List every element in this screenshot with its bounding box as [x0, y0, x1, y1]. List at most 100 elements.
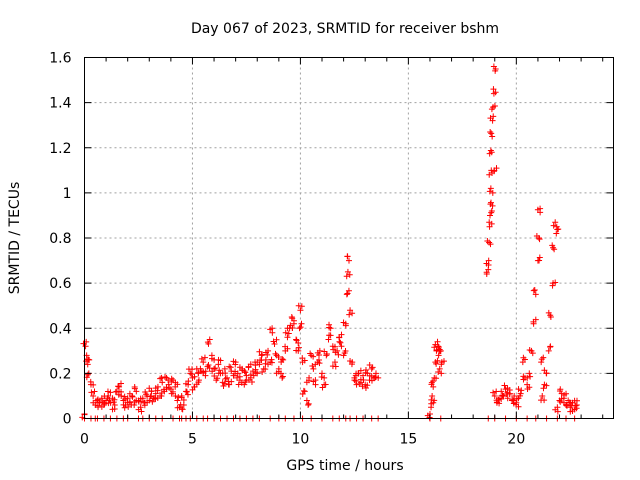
axis-ticks — [84, 57, 614, 419]
data-point — [95, 402, 102, 409]
grid — [84, 57, 614, 419]
data-point — [314, 349, 321, 356]
data-point — [487, 241, 494, 248]
y-tick-label: 0.2 — [49, 366, 71, 382]
data-point — [498, 388, 505, 395]
data-point — [536, 236, 543, 243]
data-point — [232, 361, 239, 368]
data-point — [552, 279, 559, 286]
data-point — [550, 244, 557, 251]
data-point — [518, 387, 525, 394]
data-point — [571, 397, 578, 404]
data-point — [125, 403, 132, 410]
data-point — [279, 373, 286, 380]
data-point — [533, 232, 540, 239]
data-point — [545, 309, 552, 316]
data-point — [433, 360, 440, 367]
data-point — [543, 370, 550, 377]
data-point — [538, 356, 545, 363]
data-point — [553, 230, 560, 237]
data-point — [331, 343, 338, 350]
data-point — [258, 352, 265, 359]
data-point — [489, 133, 496, 140]
data-point — [332, 349, 339, 356]
data-point — [312, 377, 319, 384]
data-point — [486, 219, 493, 226]
data-point — [157, 375, 164, 382]
data-point — [435, 369, 442, 376]
data-point — [343, 273, 350, 280]
data-point — [526, 347, 533, 354]
data-point — [342, 322, 349, 329]
data-point — [515, 386, 522, 393]
data-point — [225, 381, 232, 388]
data-point — [115, 383, 122, 390]
data-point — [159, 379, 166, 386]
data-point — [138, 398, 145, 405]
data-point — [139, 395, 146, 402]
data-point — [318, 374, 325, 381]
data-point — [556, 387, 563, 394]
data-point — [86, 356, 93, 363]
data-point — [366, 361, 373, 368]
data-point — [178, 405, 185, 412]
data-point — [162, 373, 169, 380]
data-point — [149, 398, 156, 405]
data-point — [133, 388, 140, 395]
data-point — [531, 286, 538, 293]
data-point — [300, 387, 307, 394]
y-tick-label: 1 — [63, 186, 72, 202]
data-point — [109, 406, 116, 413]
data-point — [567, 399, 574, 406]
data-point — [174, 397, 181, 404]
data-point — [435, 352, 442, 359]
data-point — [429, 378, 436, 385]
data-point — [356, 380, 363, 387]
data-point — [563, 390, 570, 397]
data-point — [222, 375, 229, 382]
data-point — [105, 400, 112, 407]
data-point — [534, 206, 541, 213]
data-point — [235, 381, 242, 388]
data-point — [554, 408, 561, 415]
data-point — [87, 378, 94, 385]
data-point — [436, 365, 443, 372]
data-point — [509, 396, 516, 403]
data-point — [104, 388, 111, 395]
data-point — [295, 344, 302, 351]
data-point — [372, 373, 379, 380]
data-point — [440, 358, 447, 365]
data-point — [293, 337, 300, 344]
data-point — [201, 354, 208, 361]
data-point — [262, 366, 269, 373]
data-point — [501, 382, 508, 389]
data-point — [437, 347, 444, 354]
data-point — [321, 348, 328, 355]
data-point — [143, 391, 150, 398]
y-tick-label: 0 — [63, 412, 72, 428]
data-point — [346, 271, 353, 278]
data-point — [491, 168, 498, 175]
data-point — [188, 371, 195, 378]
data-point — [538, 359, 545, 366]
data-point — [329, 363, 336, 370]
data-point — [346, 257, 352, 264]
data-point — [296, 325, 303, 332]
data-point — [340, 319, 347, 326]
y-tick-label: 1.6 — [49, 51, 71, 67]
data-point — [293, 336, 300, 343]
data-point — [267, 326, 274, 333]
data-point — [243, 372, 250, 379]
data-point — [101, 400, 108, 407]
data-point — [435, 344, 442, 351]
data-point — [200, 359, 207, 366]
data-point — [483, 270, 490, 277]
data-point — [191, 373, 198, 380]
data-point — [344, 253, 351, 260]
data-point — [135, 406, 142, 413]
data-point — [168, 390, 175, 397]
data-point — [325, 336, 332, 343]
data-point — [275, 354, 282, 361]
data-point — [486, 188, 493, 195]
data-point — [489, 202, 496, 209]
